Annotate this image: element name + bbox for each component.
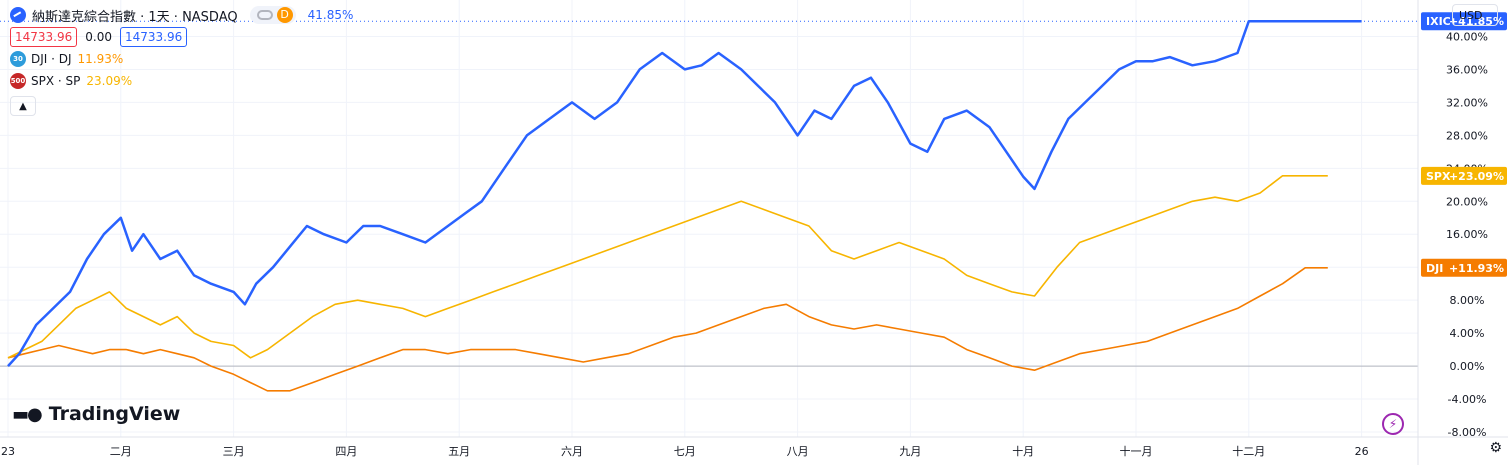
symbol-title[interactable]: 納斯達克綜合指數 · 1天 · NASDAQ xyxy=(32,9,238,25)
y-tick-label: 40.00% xyxy=(1446,30,1488,43)
y-axis: -8.00%-4.00%0.00%4.00%8.00%12.00%16.00%2… xyxy=(1417,0,1488,465)
data-badge: D xyxy=(276,7,293,23)
value-badge-spx xyxy=(1421,166,1507,185)
zero-line-layer xyxy=(0,20,1418,367)
y-tick-label: 0.00% xyxy=(1450,360,1485,373)
logo-text: TradingView xyxy=(48,403,181,425)
comparison-row-spx[interactable]: 500 SPX · SP 23.09% xyxy=(10,70,353,92)
x-tick-label: 23 xyxy=(1,445,15,458)
x-tick-label: 九月 xyxy=(899,445,921,458)
main-change-pct: 41.85% xyxy=(307,8,354,22)
currency-selector[interactable]: USD xyxy=(1452,4,1498,26)
main-symbol-row[interactable]: 納斯達克綜合指數 · 1天 · NASDAQ D 41.85% xyxy=(10,4,353,26)
y-tick-label: -8.00% xyxy=(1448,426,1487,439)
x-tick-label: 七月 xyxy=(674,445,696,458)
y-tick-label: 8.00% xyxy=(1450,294,1485,307)
y-tick-label: -4.00% xyxy=(1448,393,1487,406)
value-badge-value: +11.93% xyxy=(1449,262,1504,275)
x-tick-label: 十月 xyxy=(1012,444,1034,458)
symbol-logo-icon xyxy=(10,7,26,23)
x-tick-label: 四月 xyxy=(335,445,357,458)
grid-layer xyxy=(0,0,1418,437)
dji-label: DJI · DJ xyxy=(31,52,72,66)
x-tick-label: 十一月 xyxy=(1120,444,1153,458)
y-tick-label: 4.00% xyxy=(1450,327,1485,340)
spx-badge-icon: 500 xyxy=(10,73,26,89)
spx-value: 23.09% xyxy=(86,74,133,88)
series-line-spx xyxy=(7,175,1328,359)
spx-label: SPX · SP xyxy=(31,74,81,88)
x-tick-label: 八月 xyxy=(787,445,809,458)
x-axis: 23 二月 三月 四月 五月 六月 七月 八月 九月 十月 十一月 十二月 26 xyxy=(0,436,1508,458)
y-tick-label: 20.00% xyxy=(1446,195,1488,208)
series-line-dji xyxy=(7,266,1328,392)
dji-badge-icon: 30 xyxy=(10,51,26,67)
legend: 納斯達克綜合指數 · 1天 · NASDAQ D 41.85% 14733.96… xyxy=(10,4,353,116)
x-tick-label: 26 xyxy=(1355,445,1369,458)
chevron-up-icon: ▲ xyxy=(19,100,27,112)
tradingview-mark-icon: ▬● xyxy=(12,403,43,425)
ohlc-left-value: 14733.96 xyxy=(10,27,78,47)
x-tick-label: 二月 xyxy=(110,445,132,458)
y-tick-label: 28.00% xyxy=(1446,129,1488,142)
value-badge-name: SPX xyxy=(1426,170,1451,183)
flash-icon[interactable]: ⚡ xyxy=(1382,413,1404,435)
x-tick-label: 五月 xyxy=(448,445,470,458)
x-tick-label: 三月 xyxy=(223,445,245,458)
x-tick-label: 六月 xyxy=(561,445,583,458)
tradingview-logo[interactable]: ▬● TradingView xyxy=(12,403,180,425)
value-badge-name: IXIC xyxy=(1426,15,1451,28)
series-line-ixic xyxy=(7,19,1362,367)
eye-icon xyxy=(256,10,273,20)
value-badge-dji xyxy=(1421,258,1507,277)
ohlc-right-value: 14733.96 xyxy=(119,27,188,47)
y-tick-label: 36.00% xyxy=(1446,63,1488,76)
series-layer xyxy=(7,19,1362,392)
value-badge-value: +23.09% xyxy=(1449,170,1504,183)
value-badge-name: DJI xyxy=(1426,262,1443,275)
visibility-toggle[interactable]: D xyxy=(249,6,296,24)
value-badge-value: +41.85% xyxy=(1449,15,1504,28)
ohlc-row: 14733.96 0.00 14733.96 xyxy=(10,26,353,48)
comparison-row-dji[interactable]: 30 DJI · DJ 11.93% xyxy=(10,48,353,70)
x-tick-label: 十二月 xyxy=(1232,444,1265,458)
collapse-legend-button[interactable]: ▲ xyxy=(10,96,36,116)
y-tick-label: 32.00% xyxy=(1446,96,1488,109)
y-tick-label: 16.00% xyxy=(1446,228,1488,241)
settings-gear-icon[interactable]: ⚙ xyxy=(1489,440,1502,456)
dji-value: 11.93% xyxy=(77,52,124,66)
ohlc-mid-value: 0.00 xyxy=(85,30,112,44)
